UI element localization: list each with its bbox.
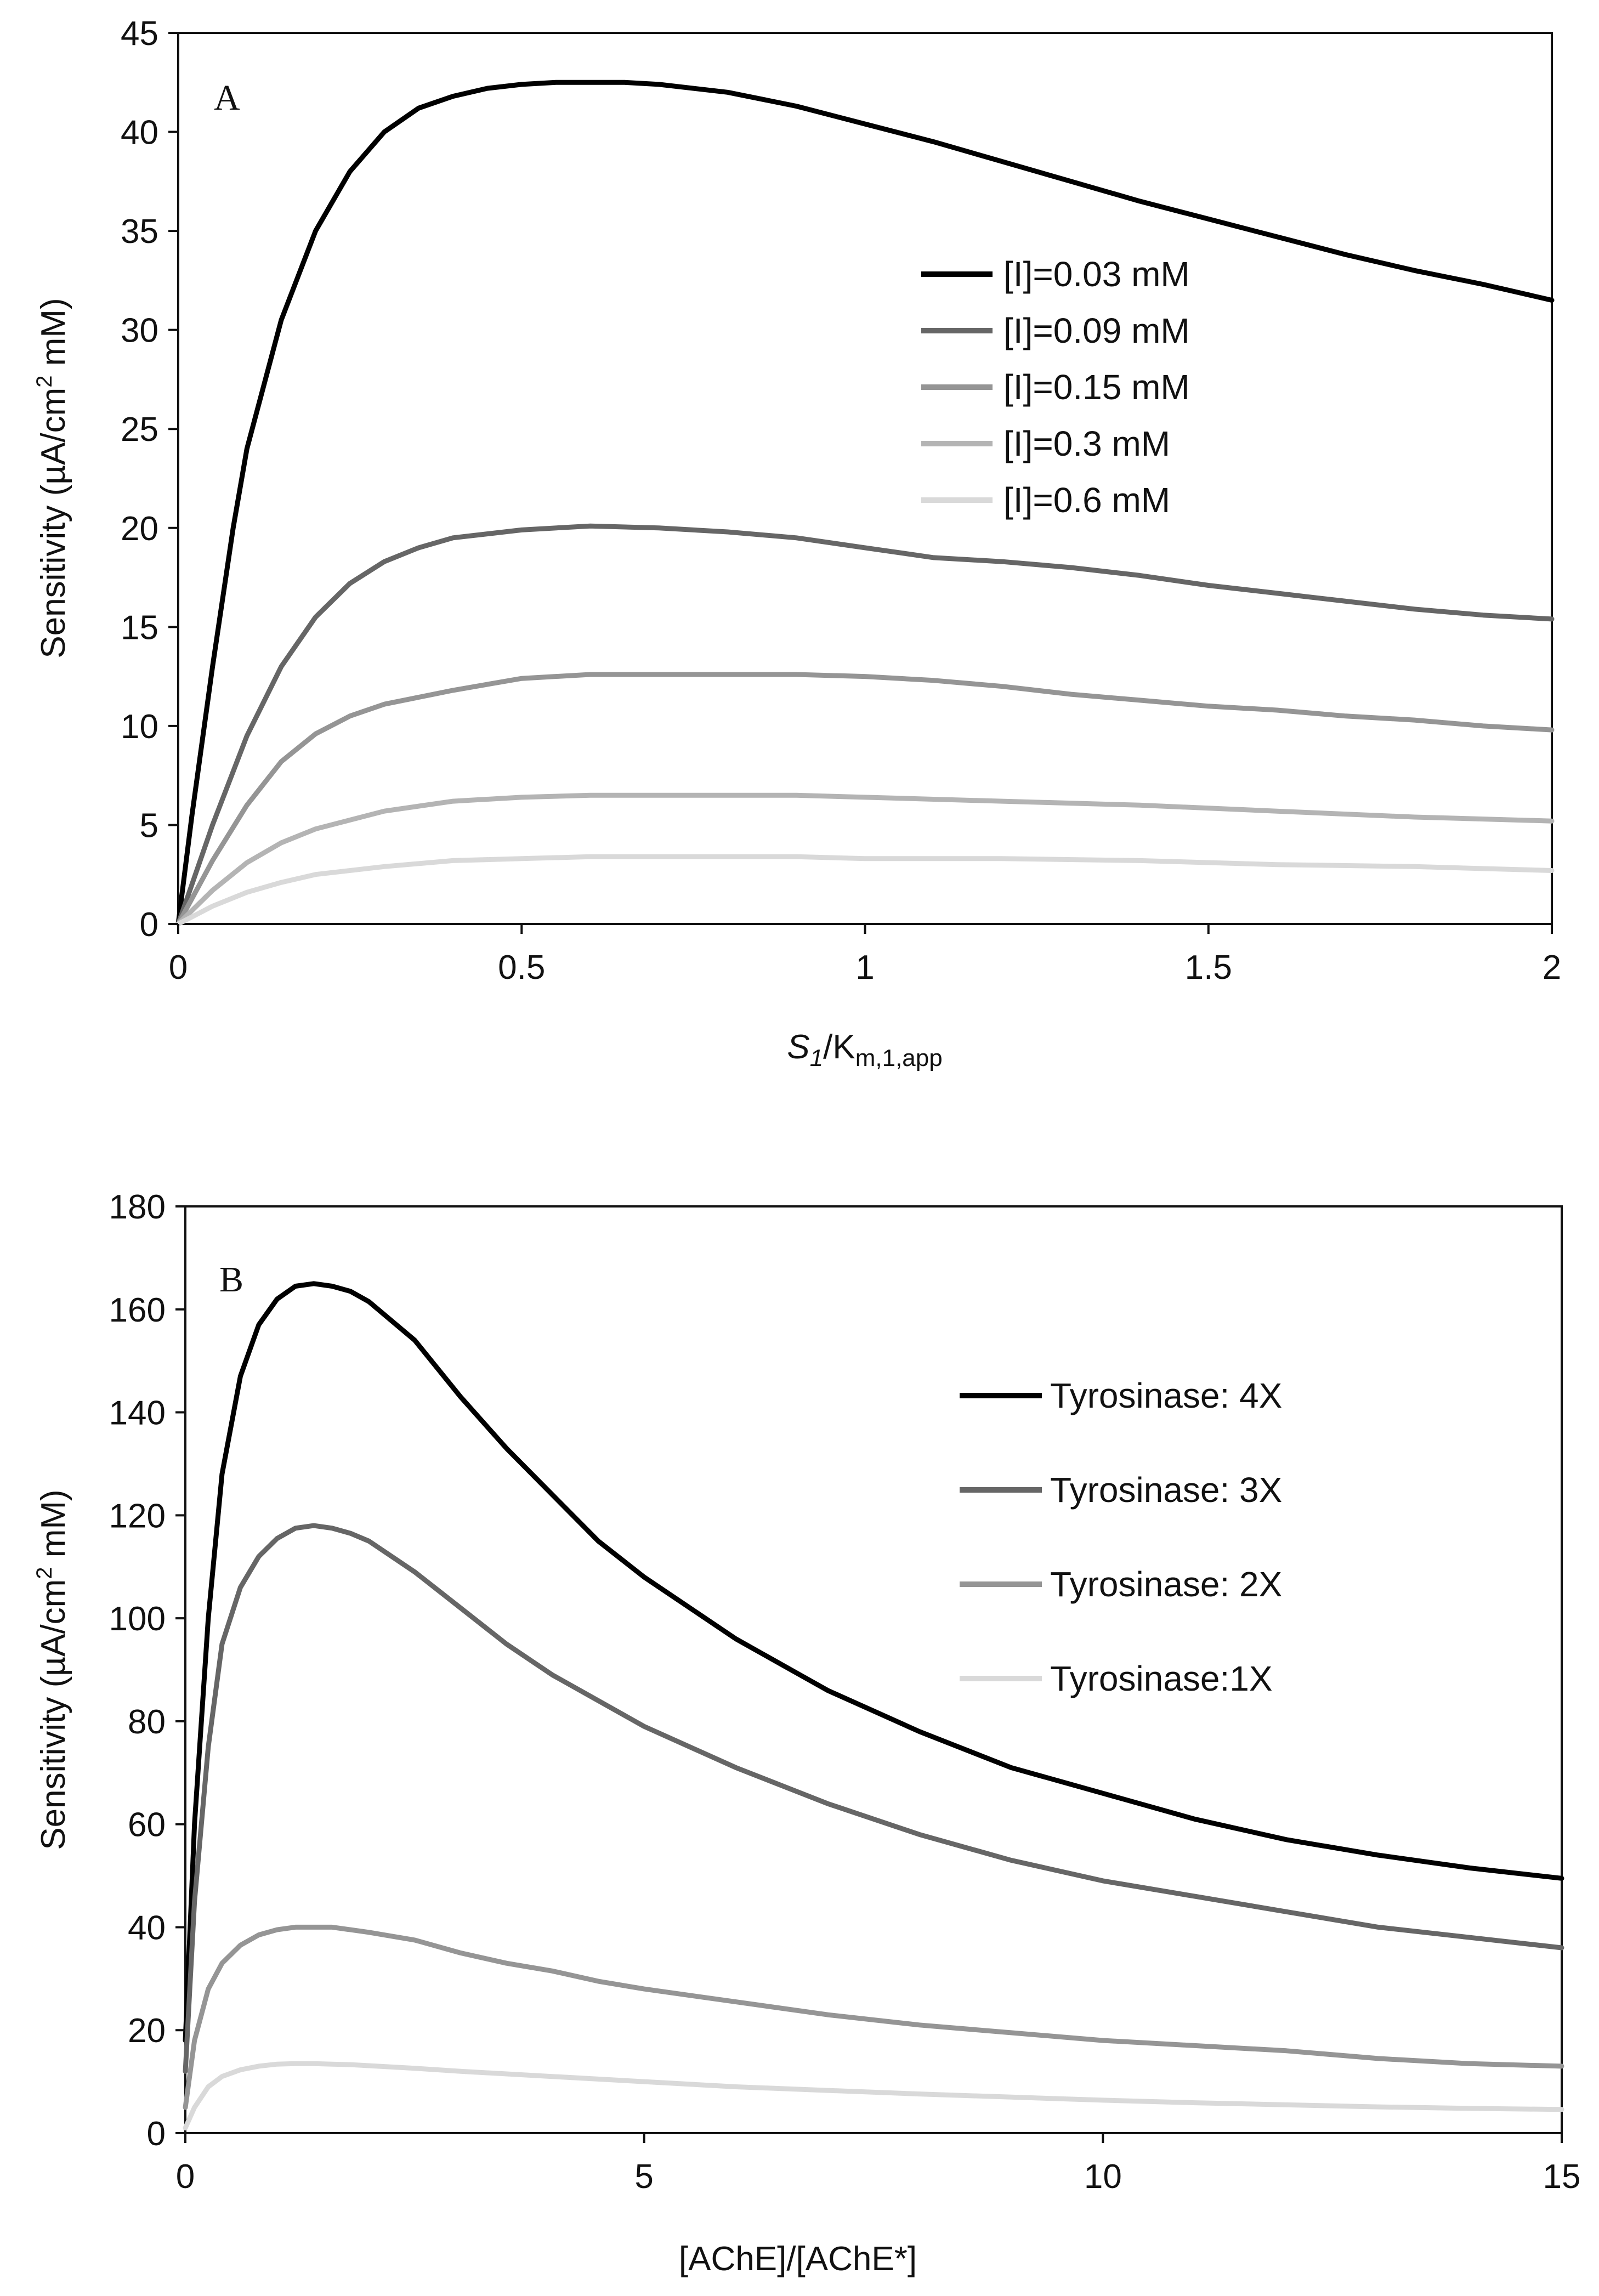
x-tick-label-b: 0 bbox=[176, 2158, 195, 2196]
legend-b: Tyrosinase: 4X Tyrosinase: 3X Tyrosinase: … bbox=[960, 1376, 1282, 1698]
series-group-b bbox=[183, 1281, 1564, 2131]
x-axis-title-a: S1/Km,1,app bbox=[787, 1028, 942, 1072]
y-axis-title-b: Sensitivity (µA/cm2 mM) bbox=[32, 1489, 72, 1850]
x-axis-title-a-main-sub: 1 bbox=[810, 1045, 823, 1072]
y-tick-label-b: 140 bbox=[109, 1394, 166, 1432]
series-line-a-2 bbox=[175, 523, 1555, 927]
x-tick-label-a: 2 bbox=[1543, 949, 1561, 987]
y-axis-title-a: Sensitivity (µA/cm2 mM) bbox=[32, 298, 72, 658]
series-line-b-3 bbox=[183, 1924, 1564, 2110]
series-line-b-1 bbox=[183, 1281, 1564, 2043]
x-axis-title-b: [AChE]/[AChE*] bbox=[679, 2240, 917, 2278]
chart-panel-b: 0 5 10 15 0 20 40 60 80 100 120 140 160 180 B Tyrosin… bbox=[32, 1188, 1580, 2278]
series-line-a-5 bbox=[175, 854, 1555, 927]
x-tick-label-b: 10 bbox=[1084, 2158, 1122, 2196]
x-tick-label-a: 0.5 bbox=[498, 949, 545, 987]
y-axis-title-b-after: mM) bbox=[35, 1489, 72, 1567]
y-tick-label-b: 160 bbox=[109, 1291, 166, 1329]
legend-a: [I]=0.03 mM [I]=0.09 mM [I]=0.15 mM [I]=0.3… bbox=[921, 254, 1190, 520]
series-group-a bbox=[175, 80, 1555, 927]
y-axis-title-a-before: Sensitivity (µA/cm bbox=[35, 388, 72, 659]
y-tick-label-a: 20 bbox=[121, 510, 158, 548]
legend-label-a-2: [I]=0.09 mM bbox=[1003, 311, 1190, 350]
x-tick-label-a: 1.5 bbox=[1185, 949, 1232, 987]
x-tick-label-b: 15 bbox=[1543, 2158, 1581, 2196]
axis-ticks-b: 0 5 10 15 0 20 40 60 80 100 120 140 160 180 bbox=[109, 1188, 1581, 2196]
panel-label-a: A bbox=[214, 78, 240, 118]
plot-frame-b bbox=[184, 1205, 1563, 2134]
y-axis-title-b-before: Sensitivity (µA/cm bbox=[35, 1579, 72, 1850]
legend-label-a-3: [I]=0.15 mM bbox=[1003, 367, 1190, 407]
legend-label-a-4: [I]=0.3 mM bbox=[1003, 424, 1170, 463]
legend-label-a-5: [I]=0.6 mM bbox=[1003, 480, 1170, 520]
y-tick-label-a: 10 bbox=[121, 708, 158, 746]
legend-label-b-3: Tyrosinase: 2X bbox=[1050, 1564, 1282, 1604]
y-tick-label-b: 120 bbox=[109, 1497, 166, 1535]
series-line-a-4 bbox=[175, 792, 1555, 927]
legend-label-b-1: Tyrosinase: 4X bbox=[1050, 1376, 1282, 1415]
x-tick-label-a: 0 bbox=[169, 949, 188, 987]
x-axis-title-a-rest: /K bbox=[823, 1028, 855, 1066]
legend-label-a-1: [I]=0.03 mM bbox=[1003, 254, 1190, 294]
y-tick-label-b: 180 bbox=[109, 1188, 166, 1226]
series-line-b-4 bbox=[183, 2061, 1564, 2131]
y-tick-label-b: 60 bbox=[128, 1806, 166, 1844]
x-axis-title-a-rest-sub: m,1,app bbox=[855, 1045, 943, 1072]
y-tick-label-a: 25 bbox=[121, 411, 158, 449]
y-axis-title-a-sup: 2 bbox=[32, 376, 56, 388]
y-tick-label-a: 5 bbox=[140, 807, 158, 844]
y-tick-label-a: 30 bbox=[121, 312, 158, 350]
legend-label-b-2: Tyrosinase: 3X bbox=[1050, 1470, 1282, 1510]
series-line-b-2 bbox=[183, 1523, 1564, 2074]
x-tick-label-b: 5 bbox=[634, 2158, 653, 2196]
x-axis-title-a-main: S bbox=[787, 1028, 809, 1066]
y-axis-title-a-after: mM) bbox=[35, 298, 72, 375]
panel-label-b: B bbox=[219, 1260, 243, 1300]
y-axis-title-b-sup: 2 bbox=[32, 1567, 56, 1579]
y-tick-label-b: 100 bbox=[109, 1600, 166, 1638]
y-tick-label-a: 35 bbox=[121, 213, 158, 251]
y-tick-label-a: 0 bbox=[140, 906, 158, 944]
y-tick-label-a: 40 bbox=[121, 114, 158, 152]
y-tick-label-b: 80 bbox=[128, 1703, 166, 1741]
y-tick-label-b: 0 bbox=[147, 2115, 166, 2153]
series-line-a-1 bbox=[175, 80, 1555, 927]
y-tick-label-b: 40 bbox=[128, 1909, 166, 1947]
legend-label-b-4: Tyrosinase:1X bbox=[1050, 1659, 1273, 1698]
x-tick-label-a: 1 bbox=[855, 949, 874, 987]
y-tick-label-b: 20 bbox=[128, 2012, 166, 2050]
series-line-a-3 bbox=[175, 672, 1555, 927]
y-tick-label-a: 15 bbox=[121, 609, 158, 647]
y-tick-label-a: 45 bbox=[121, 15, 158, 53]
